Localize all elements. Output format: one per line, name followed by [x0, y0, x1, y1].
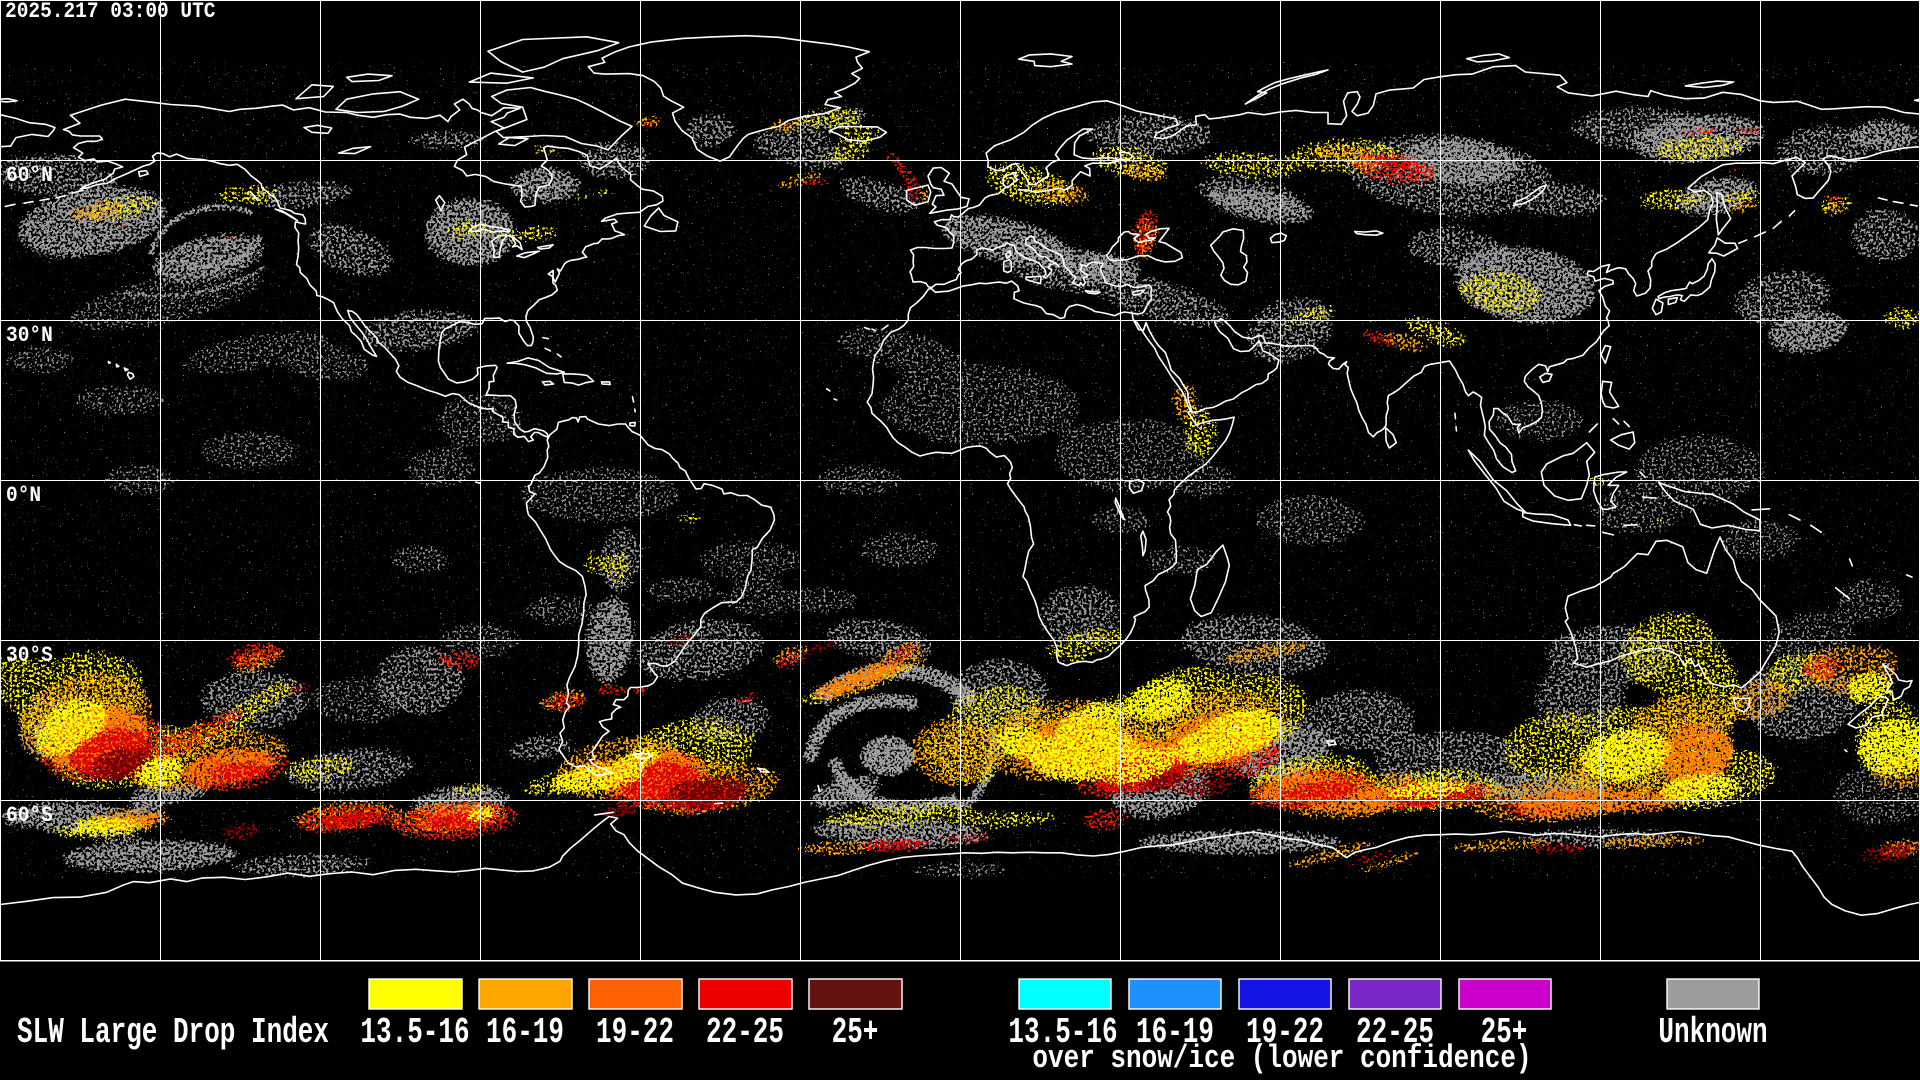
svg-text:22-25: 22-25: [706, 1013, 784, 1053]
svg-text:16-19: 16-19: [486, 1013, 564, 1053]
svg-text:0°N: 0°N: [6, 484, 41, 509]
svg-text:13.5-16: 13.5-16: [360, 1013, 469, 1053]
svg-text:13.5-16: 13.5-16: [1008, 1013, 1117, 1053]
svg-text:over snow/ice (lower confidenc: over snow/ice (lower confidence): [1032, 1039, 1531, 1077]
svg-text:19-22: 19-22: [1246, 1013, 1324, 1053]
svg-text:60°N: 60°N: [6, 164, 53, 189]
svg-text:19-22: 19-22: [596, 1013, 674, 1053]
svg-text:60°S: 60°S: [6, 804, 53, 829]
svg-text:30°S: 30°S: [6, 644, 53, 669]
svg-text:30°N: 30°N: [6, 324, 53, 349]
svg-text:SLW Large Drop Index: SLW Large Drop Index: [17, 1013, 329, 1053]
svg-text:16-19: 16-19: [1136, 1013, 1214, 1053]
svg-text:Unknown: Unknown: [1658, 1013, 1767, 1053]
svg-text:2025.217 03:00 UTC: 2025.217 03:00 UTC: [5, 0, 216, 24]
svg-text:25+: 25+: [1481, 1013, 1528, 1053]
svg-text:22-25: 22-25: [1356, 1013, 1434, 1053]
svg-text:25+: 25+: [832, 1013, 879, 1053]
